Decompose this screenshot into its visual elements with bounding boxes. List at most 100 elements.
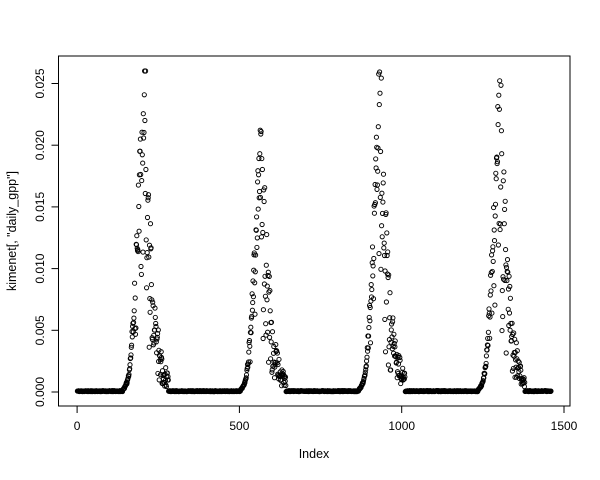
data-point [163,365,169,371]
data-point [376,251,382,257]
data-point [260,229,266,236]
data-point [402,370,408,376]
data-point [495,242,501,248]
data-point [485,335,491,341]
data-point [263,262,269,268]
data-point [128,344,134,350]
data-point [252,280,258,286]
data-point [153,323,159,330]
data-point [483,363,489,369]
data-point [260,307,266,313]
data-point [483,360,489,366]
data-point [378,266,384,272]
data-point [491,227,497,233]
data-point [136,203,142,210]
data-point [518,367,524,373]
data-point [364,354,370,360]
data-point [137,136,143,142]
data-point [500,314,506,320]
data-point [378,75,384,81]
data-point [130,320,136,326]
data-point [268,356,274,362]
data-point [370,263,376,269]
data-point [124,380,130,386]
data-point [485,329,491,335]
data-point [381,245,387,251]
data-point [503,262,509,268]
data-point [385,249,391,255]
data-point [504,278,510,284]
data-point [146,254,152,260]
data-point [266,273,272,279]
data-point [249,307,255,313]
data-point [489,252,495,258]
data-point [269,369,275,375]
data-point [390,315,396,321]
data-point [138,271,144,277]
y-axis-tick-label: 0.015 [33,192,47,222]
data-point [133,325,139,331]
data-point [245,364,251,370]
data-point [386,272,392,278]
data-point [267,334,273,340]
data-point [505,286,512,292]
data-point [498,82,504,88]
data-point [258,131,264,137]
data-point [388,327,394,333]
data-point [250,294,256,300]
data-point [368,282,374,288]
data-point [507,283,513,290]
data-point [502,206,508,212]
data-point [488,288,494,294]
data-point [253,227,259,233]
data-point [143,166,149,173]
data-point [132,295,138,301]
data-point [400,365,406,371]
data-point [267,308,273,314]
data-point [380,180,386,186]
data-point [374,182,380,188]
data-point [484,342,490,348]
data-point [501,221,507,227]
data-point [499,151,505,157]
data-point [369,244,376,250]
y-axis-tick-label: 0.000 [33,377,47,407]
data-point [383,299,389,305]
data-point [489,268,495,274]
data-point [373,156,379,162]
data-point [493,176,499,182]
data-point [258,128,264,135]
data-point [148,245,154,251]
data-point [392,344,398,350]
data-point [252,311,258,317]
data-point [380,199,386,205]
data-point [265,329,271,335]
data-point [385,362,391,368]
data-point [489,310,495,316]
x-axis-tick-label: 0 [74,419,81,433]
data-point [492,213,498,219]
data-point [255,168,261,174]
data-point [140,249,146,255]
data-point [496,106,502,112]
data-point [138,171,144,178]
data-point [282,374,289,380]
data-point [491,238,498,244]
data-point [548,388,554,394]
data-point [248,324,254,330]
data-point [500,178,506,184]
data-point [259,221,265,228]
data-point [362,369,368,375]
data-point [144,285,150,291]
data-point [381,252,388,259]
data-point [494,154,500,160]
data-point [503,247,509,253]
data-point [362,372,368,378]
data-point [264,283,270,289]
data-point [487,292,493,298]
data-point [371,255,377,262]
data-points [74,68,554,395]
data-point [141,135,147,141]
data-point [136,228,142,234]
